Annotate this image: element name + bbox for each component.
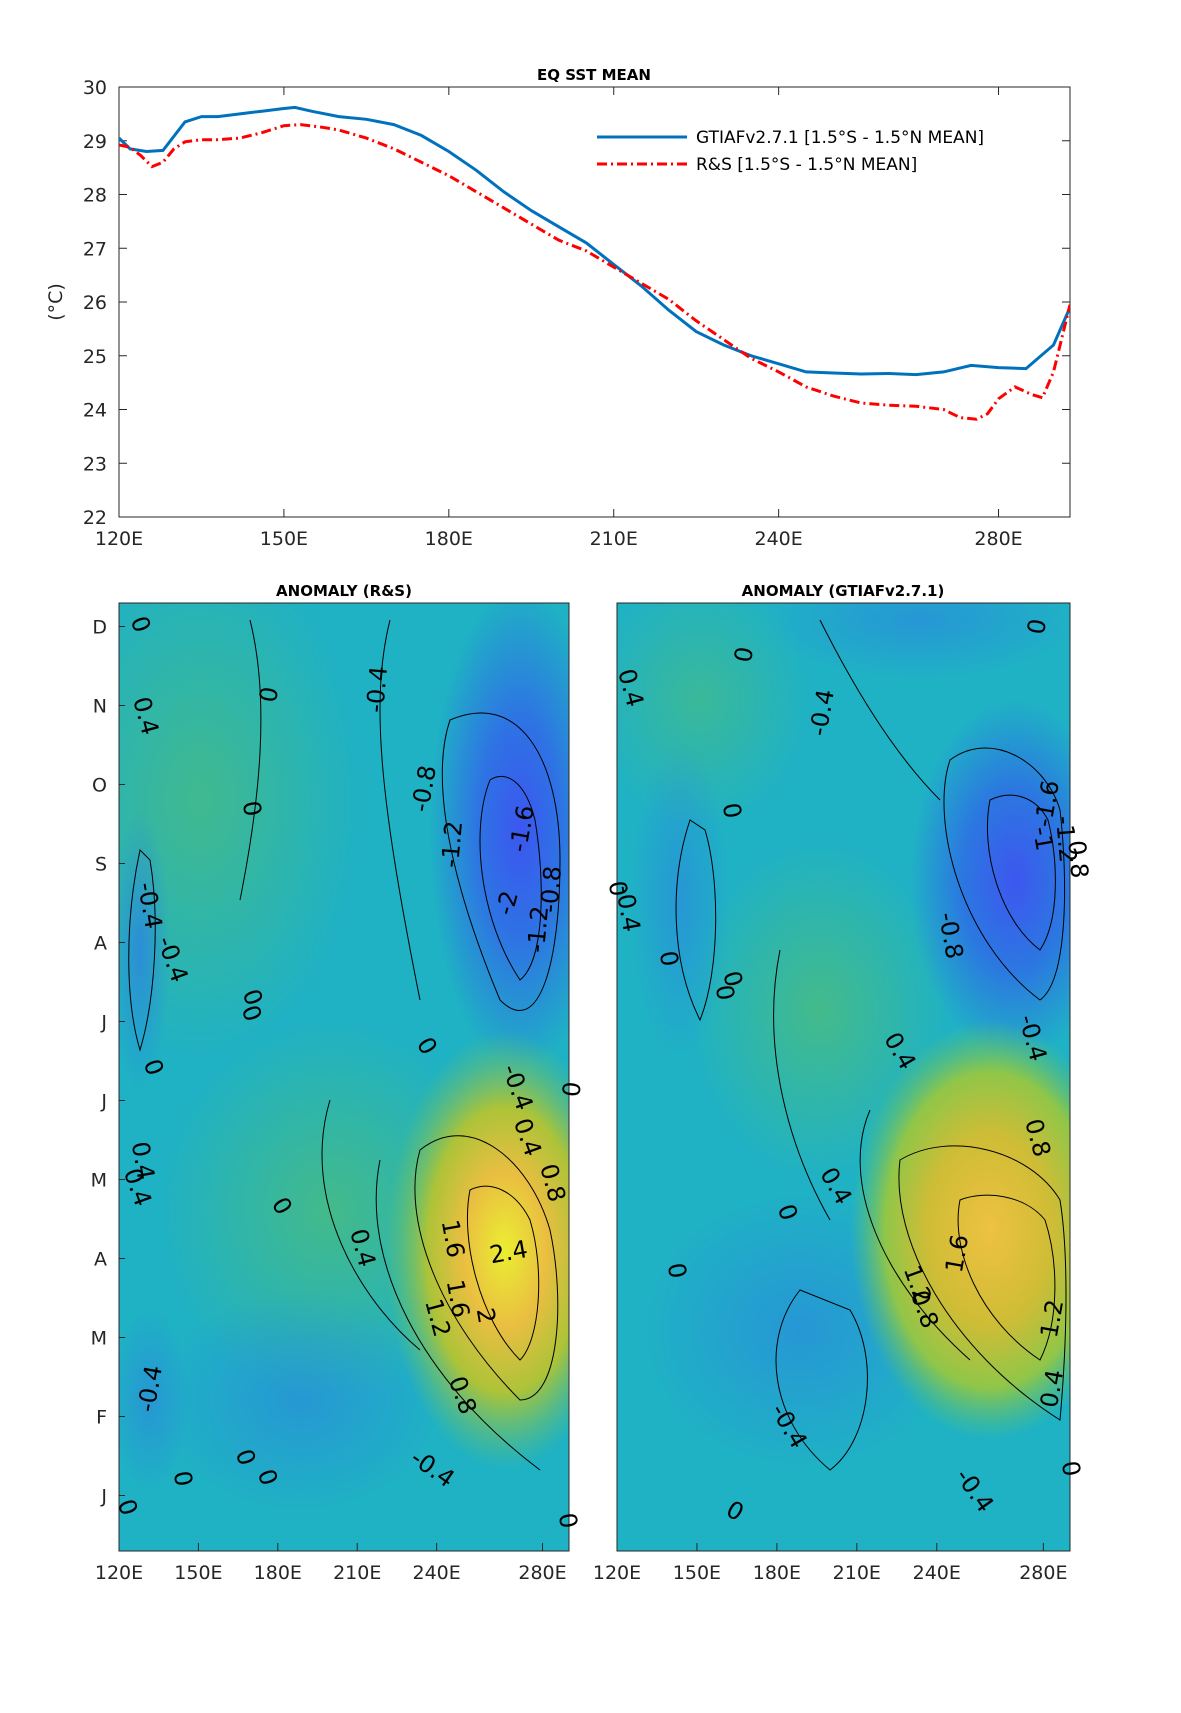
contour-label: 1.6 [441, 1277, 475, 1319]
contour-label: 0.8 [1062, 839, 1093, 879]
contour-label: -1.2 [522, 905, 554, 954]
month-tick-label: M [91, 1328, 107, 1350]
x-tick-label: 280E [518, 1562, 566, 1584]
month-tick-label: N [93, 696, 107, 718]
heatmap-rs-title: ANOMALY (R&S) [276, 582, 412, 600]
contour-label: 1.6 [436, 1217, 470, 1259]
contour-label: 0 [654, 949, 684, 969]
month-tick-label: J [100, 1091, 107, 1113]
month-tick-label: D [92, 617, 107, 639]
y-tick-label: 23 [83, 453, 107, 475]
legend-label-gtiaf: GTIAFv2.7.1 [1.5°S - 1.5°N MEAN] [696, 128, 984, 148]
contour-label: 1.6 [940, 1232, 974, 1274]
line-series-rs [119, 123, 1070, 421]
y-tick-label: 28 [83, 185, 107, 207]
y-tick-label: 27 [83, 238, 107, 260]
line-chart-axes [118, 86, 1071, 518]
heatmap-rs-x-ticks: 120E 150E 180E 210E 240E 280E [95, 1543, 567, 1584]
month-tick-label: S [95, 854, 107, 876]
line-series-gtiaf [119, 105, 1070, 377]
y-tick-label: 30 [83, 77, 107, 99]
x-tick-label: 240E [913, 1562, 961, 1584]
contour-label: 0 [717, 968, 748, 990]
heatmap-gtiaf-field [617, 603, 1070, 1551]
month-tick-label: O [92, 775, 107, 797]
legend-label-rs: R&S [1.5°S - 1.5°N MEAN] [696, 155, 917, 175]
x-tick-label: 120E [95, 1562, 143, 1584]
x-tick-label: 150E [673, 1562, 721, 1584]
y-tick-label: 26 [83, 292, 107, 314]
contour-label: 0 [662, 1261, 692, 1281]
y-tick-label: 25 [83, 346, 107, 368]
x-tick-label: 210E [590, 528, 638, 550]
x-tick-label: 280E [974, 528, 1022, 550]
heatmap-gtiaf-axes [616, 602, 1071, 1552]
contour-label: 1.2 [1035, 1297, 1069, 1339]
contour-label: 0 [717, 801, 747, 821]
x-tick-label: 210E [833, 1562, 881, 1584]
contour-label: -1.2 [436, 820, 468, 869]
contour-label: -0.8 [535, 865, 567, 914]
contour-label: 0 [710, 983, 740, 1003]
contour-label: 0 [1056, 1459, 1086, 1479]
contour-label: 0 [553, 1511, 583, 1531]
heatmap-gtiaf-x-ticks: 120E 150E 180E 210E 240E 280E [593, 1543, 1067, 1584]
heatmap-rs: ANOMALY (R&S) J F M A M J J A S O N D 120E 150E 180E 2… [91, 582, 587, 1584]
contour-label: 0.4 [1035, 1367, 1069, 1409]
line-chart-title: EQ SST MEAN [537, 66, 651, 84]
y-tick-label: 24 [83, 400, 107, 422]
contour-label: 0 [729, 645, 759, 665]
month-tick-label: A [94, 933, 107, 955]
contour-label: -0.4 [361, 665, 393, 714]
line-chart-x-ticks: 120E 150E 180E 210E 240E 280E [95, 87, 1023, 550]
heatmap-rs-axes [118, 602, 570, 1552]
contour-label: 0 [237, 799, 267, 819]
contour-label: 0 [1022, 617, 1052, 637]
contour-label: 2.4 [487, 1235, 529, 1269]
line-chart-legend: GTIAFv2.7.1 [1.5°S - 1.5°N MEAN] R&S [1.… [597, 128, 984, 175]
contour-label: 2 [471, 1306, 501, 1326]
contour-label: 0 [254, 685, 284, 705]
x-tick-label: 150E [174, 1562, 222, 1584]
x-tick-label: 180E [425, 528, 473, 550]
heatmap-rs-month-ticks: J F M A M J J A S O N D [91, 617, 125, 1508]
line-chart-y-axis-label: (°C) [45, 283, 67, 321]
x-tick-label: 240E [413, 1562, 461, 1584]
month-tick-label: M [91, 1170, 107, 1192]
x-tick-label: 180E [753, 1562, 801, 1584]
contour-label: 0 [603, 879, 633, 899]
x-tick-label: 240E [755, 528, 803, 550]
month-tick-label: J [100, 1486, 107, 1508]
x-tick-label: 120E [95, 528, 143, 550]
y-tick-label: 29 [83, 131, 107, 153]
contour-label: 0 [168, 1469, 198, 1489]
x-tick-label: 280E [1019, 1562, 1067, 1584]
x-tick-label: 180E [254, 1562, 302, 1584]
heatmap-gtiaf-title: ANOMALY (GTIAFv2.7.1) [742, 582, 945, 600]
month-tick-label: J [100, 1012, 107, 1034]
x-tick-label: 120E [593, 1562, 641, 1584]
contour-label: -1 [1027, 824, 1059, 852]
line-chart-y-ticks: 22 23 24 25 26 27 28 29 30 [83, 77, 1070, 529]
heatmap-gtiaf: ANOMALY (GTIAFv2.7.1) 120E 150E 180E 210E 24… [593, 582, 1094, 1584]
x-tick-label: 210E [333, 1562, 381, 1584]
y-tick-label: 22 [83, 507, 107, 529]
month-tick-label: F [96, 1407, 107, 1429]
month-tick-label: A [94, 1249, 107, 1271]
x-tick-label: 150E [260, 528, 308, 550]
heatmap-rs-field [119, 603, 569, 1551]
contour-label: 0.4 [126, 1139, 160, 1181]
contour-label: 0 [557, 1080, 586, 1098]
contour-label: -1.2 [1050, 815, 1082, 864]
